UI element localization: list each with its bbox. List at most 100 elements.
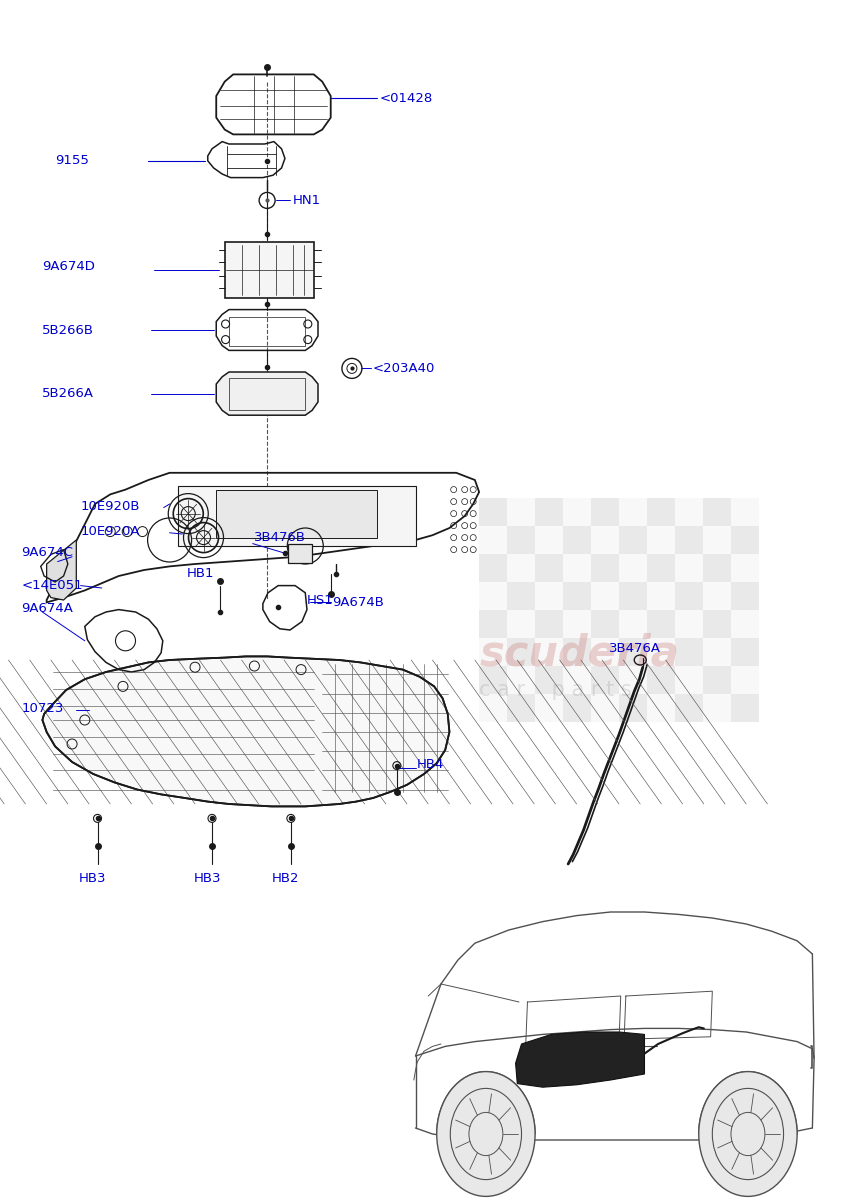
Bar (563, 666, 591, 694)
Text: HB3: HB3 (79, 872, 106, 884)
Text: 3B476B: 3B476B (254, 532, 306, 544)
Text: 9A674B: 9A674B (332, 596, 384, 608)
Bar (535, 498, 563, 526)
Bar (703, 694, 731, 722)
Bar (731, 526, 759, 554)
Ellipse shape (437, 1072, 535, 1196)
Bar (563, 554, 591, 582)
Bar (507, 610, 535, 638)
Text: 9A674D: 9A674D (42, 260, 95, 272)
Ellipse shape (699, 1072, 797, 1196)
Bar (703, 638, 731, 666)
Bar (535, 554, 563, 582)
Bar (731, 498, 759, 526)
Text: 10E920B: 10E920B (81, 500, 140, 512)
Bar (479, 638, 507, 666)
Bar (591, 666, 619, 694)
Bar (703, 526, 731, 554)
Text: scuderia: scuderia (479, 634, 679, 674)
Text: HB4: HB4 (417, 758, 444, 770)
Text: 9155: 9155 (55, 155, 89, 167)
Bar (619, 610, 647, 638)
Bar (479, 498, 507, 526)
Bar (507, 638, 535, 666)
Bar (563, 526, 591, 554)
Polygon shape (178, 486, 416, 546)
Bar (507, 666, 535, 694)
Bar (619, 666, 647, 694)
Bar (619, 694, 647, 722)
Bar (619, 582, 647, 610)
Bar (731, 610, 759, 638)
Polygon shape (216, 372, 318, 415)
Bar (507, 694, 535, 722)
Bar (703, 666, 731, 694)
Polygon shape (42, 656, 449, 806)
Text: 10E920A: 10E920A (81, 526, 140, 538)
Text: HS1: HS1 (307, 594, 334, 606)
Bar (535, 526, 563, 554)
Bar (675, 694, 703, 722)
Bar (507, 554, 535, 582)
Bar (619, 498, 647, 526)
Bar (535, 694, 563, 722)
Bar (535, 582, 563, 610)
Text: <14E051: <14E051 (21, 580, 83, 592)
Bar (535, 610, 563, 638)
Text: 3B476A: 3B476A (609, 642, 661, 654)
Bar (563, 638, 591, 666)
Polygon shape (516, 1032, 644, 1087)
Bar (647, 554, 675, 582)
Bar (675, 610, 703, 638)
Polygon shape (225, 242, 314, 298)
Bar (703, 610, 731, 638)
Bar (535, 638, 563, 666)
Bar (675, 638, 703, 666)
Bar (647, 526, 675, 554)
Bar (563, 694, 591, 722)
Bar (591, 498, 619, 526)
Bar (563, 498, 591, 526)
Bar (507, 582, 535, 610)
Bar (731, 582, 759, 610)
Text: 10723: 10723 (21, 702, 64, 714)
Bar (591, 638, 619, 666)
Bar (703, 554, 731, 582)
Bar (675, 666, 703, 694)
Bar (591, 694, 619, 722)
Bar (647, 666, 675, 694)
Bar (647, 638, 675, 666)
Bar (647, 694, 675, 722)
Bar (731, 638, 759, 666)
Bar (591, 526, 619, 554)
Bar (731, 554, 759, 582)
Bar (535, 666, 563, 694)
Bar (619, 526, 647, 554)
Text: 9A674C: 9A674C (21, 546, 73, 558)
Bar (675, 526, 703, 554)
Bar (647, 498, 675, 526)
Bar (288, 544, 312, 563)
Bar (619, 638, 647, 666)
Text: c a r    p a r t s: c a r p a r t s (479, 680, 632, 700)
Text: 5B266B: 5B266B (42, 324, 94, 336)
Text: HB2: HB2 (272, 872, 299, 884)
Bar (647, 582, 675, 610)
Bar (731, 694, 759, 722)
Bar (647, 610, 675, 638)
Text: HB3: HB3 (193, 872, 220, 884)
Bar (479, 526, 507, 554)
Text: <203A40: <203A40 (373, 362, 436, 374)
Bar (479, 694, 507, 722)
Text: <01428: <01428 (380, 92, 433, 104)
Bar (507, 498, 535, 526)
Bar (479, 610, 507, 638)
Bar (591, 610, 619, 638)
Bar (563, 610, 591, 638)
Bar (479, 582, 507, 610)
Text: HB1: HB1 (187, 568, 214, 580)
Bar (675, 554, 703, 582)
Bar (619, 554, 647, 582)
Polygon shape (47, 540, 76, 600)
Bar (479, 666, 507, 694)
